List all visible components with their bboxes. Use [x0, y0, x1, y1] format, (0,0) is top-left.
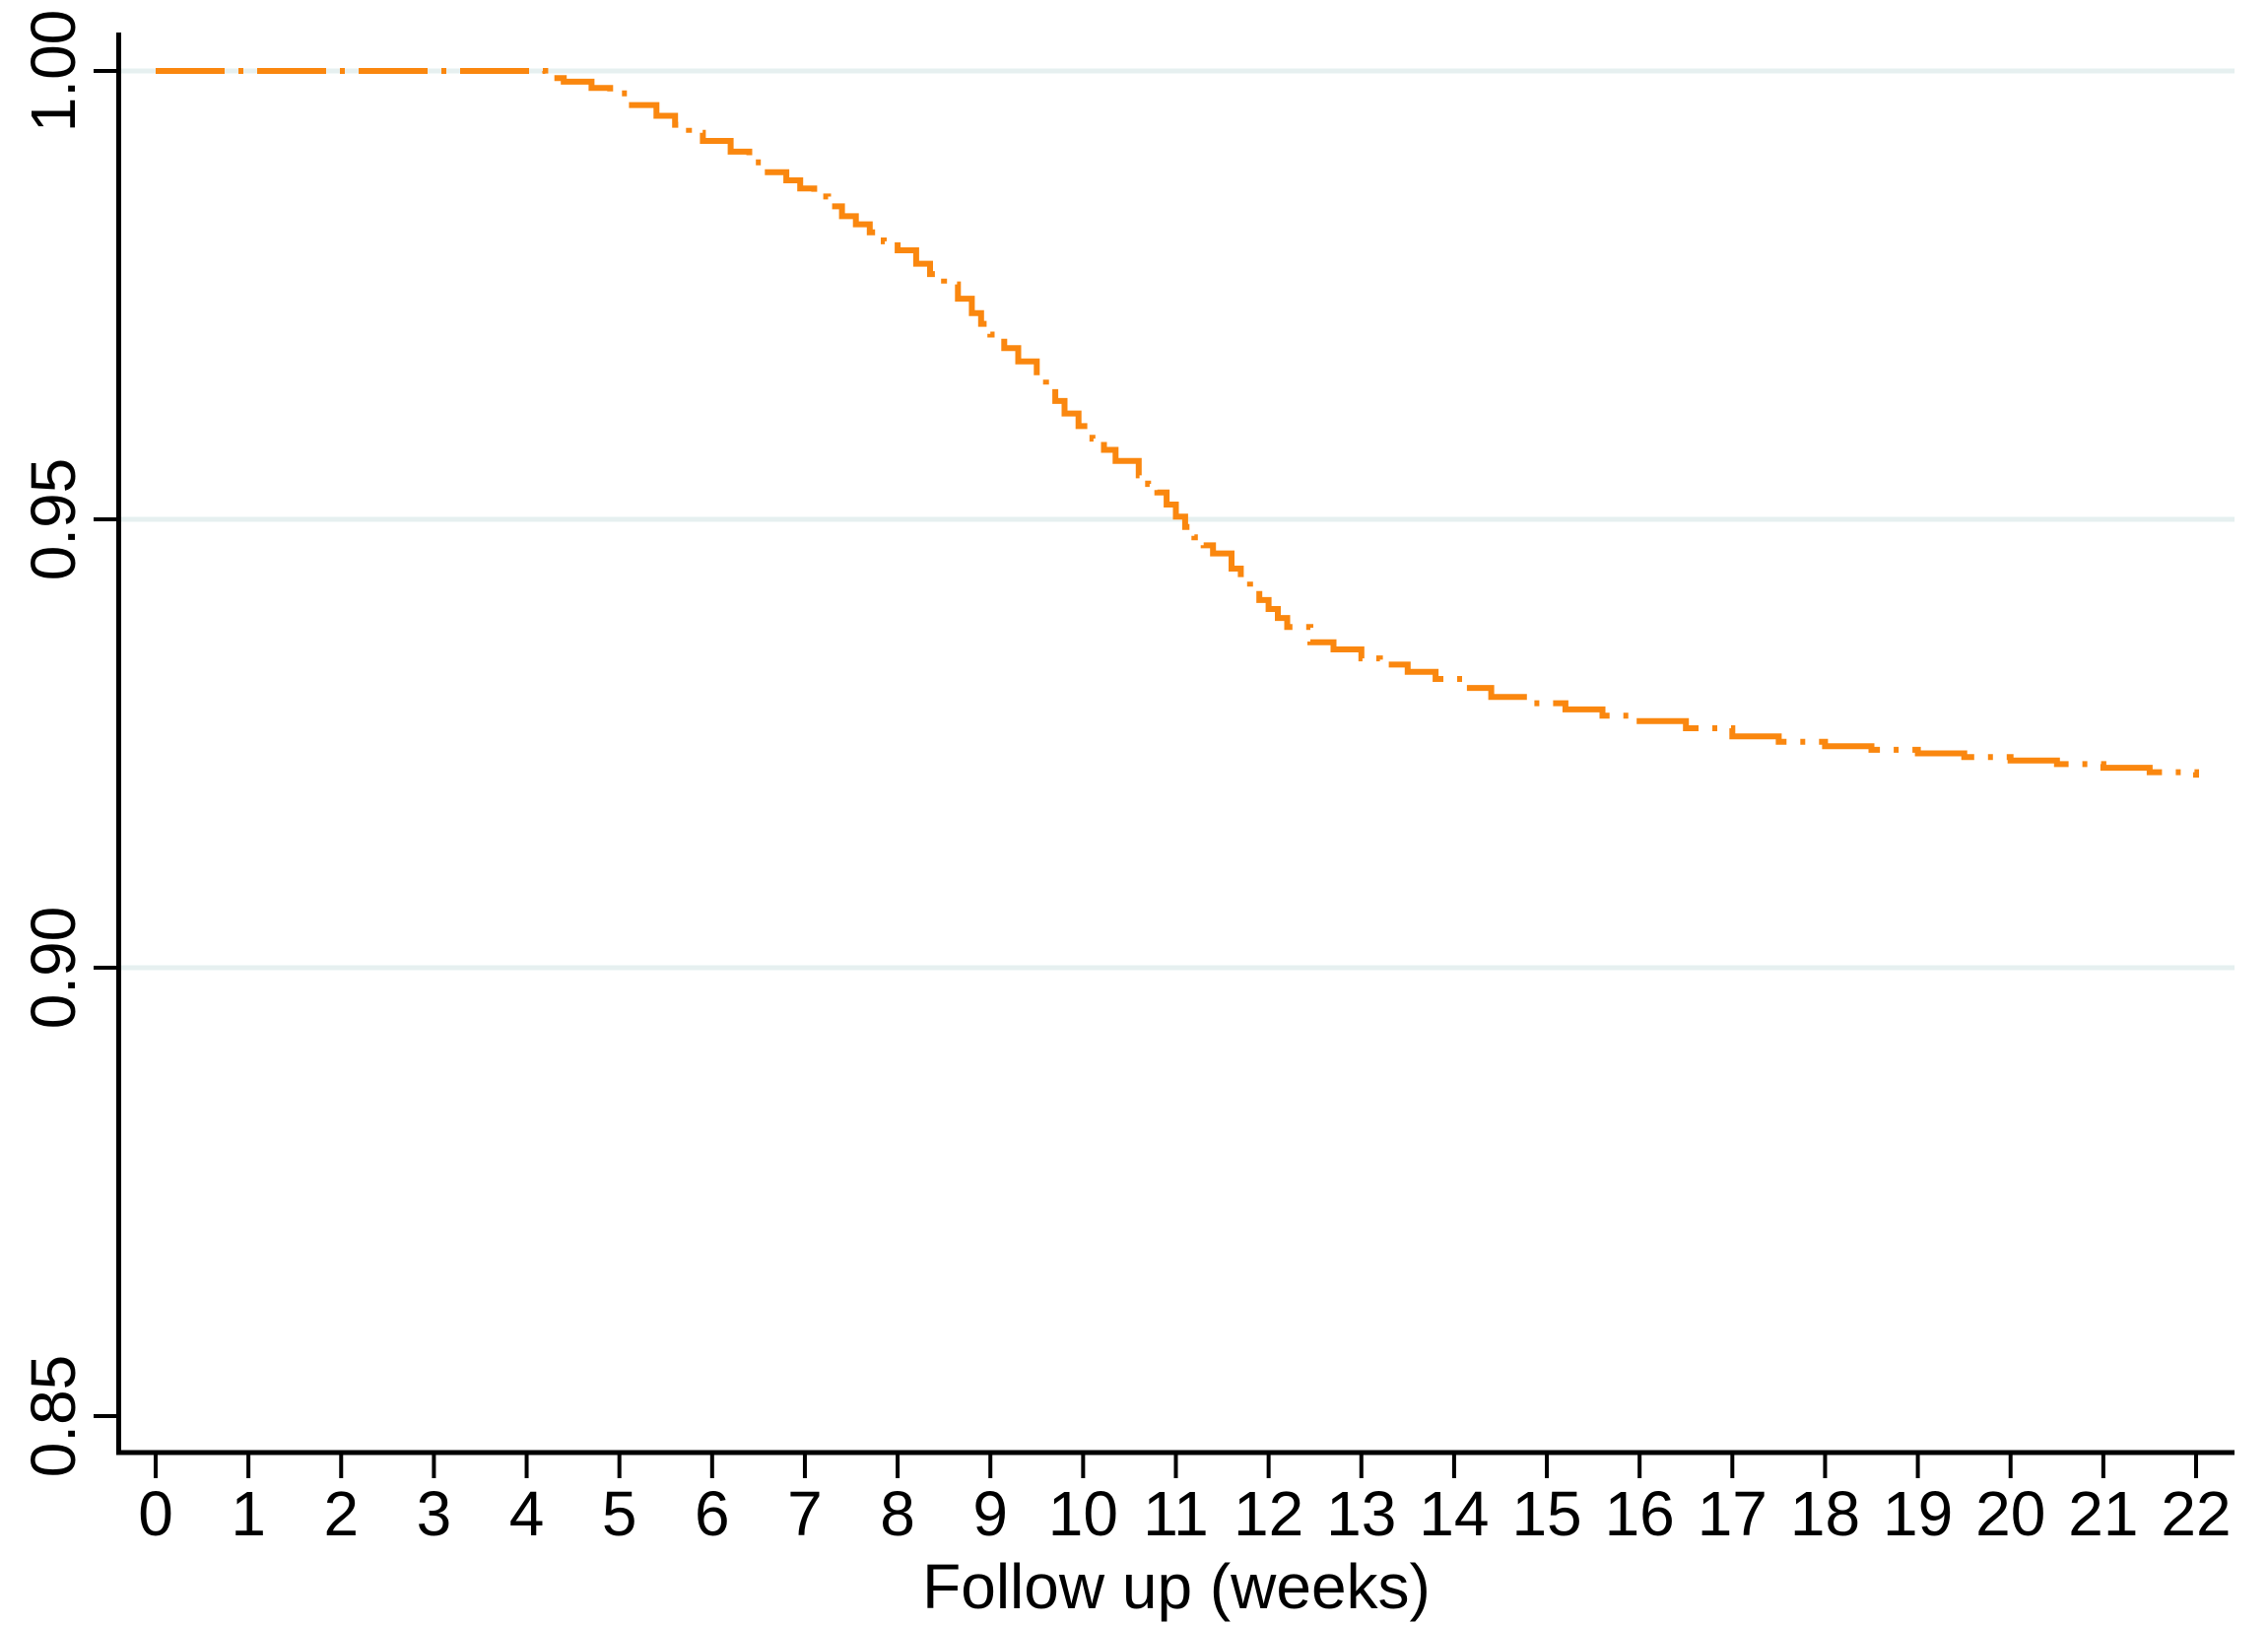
x-tick-label-11: 11: [1143, 1478, 1208, 1549]
x-tick-label-17: 17: [1698, 1478, 1768, 1549]
x-tick-label-3: 3: [417, 1478, 452, 1549]
x-tick-label-14: 14: [1419, 1478, 1489, 1549]
y-tick-label-0.85: 0.85: [18, 1355, 89, 1478]
y-tick-label-1.00: 1.00: [18, 10, 89, 133]
x-tick-label-2: 2: [323, 1478, 359, 1549]
x-tick-label-5: 5: [602, 1478, 637, 1549]
axes-group: [116, 33, 2235, 1456]
x-tick-label-12: 12: [1234, 1478, 1303, 1549]
x-tick-label-15: 15: [1511, 1478, 1581, 1549]
x-tick-label-21: 21: [2068, 1478, 2138, 1549]
x-tick-label-20: 20: [1975, 1478, 2045, 1549]
x-tick-label-8: 8: [880, 1478, 915, 1549]
tick-labels-group: 1.000.950.900.850 1 2 3 4 5 6 7 8 9 10 11 12 13 14 15 16…: [18, 10, 2232, 1549]
x-tick-label-16: 16: [1605, 1478, 1675, 1549]
x-tick-label-10: 10: [1048, 1478, 1118, 1549]
x-tick-label-18: 18: [1790, 1478, 1860, 1549]
x-tick-label-4: 4: [509, 1478, 545, 1549]
x-tick-label-6: 6: [695, 1478, 730, 1549]
x-axis-title: Follow up (weeks): [922, 1551, 1431, 1622]
curve-group: [156, 68, 2199, 779]
x-tick-label-7: 7: [787, 1478, 823, 1549]
y-tick-label-0.90: 0.90: [18, 907, 89, 1030]
x-tick-label-13: 13: [1326, 1478, 1396, 1549]
x-tick-label-19: 19: [1883, 1478, 1953, 1549]
y-tick-label-0.95: 0.95: [18, 458, 89, 581]
ticks-group: [94, 69, 2198, 1478]
x-tick-label-9: 9: [972, 1478, 1008, 1549]
x-tick-label-1: 1: [231, 1478, 266, 1549]
x-tick-label-22: 22: [2161, 1478, 2231, 1549]
x-tick-label-0: 0: [138, 1478, 173, 1549]
survival-curve: [156, 68, 2199, 779]
